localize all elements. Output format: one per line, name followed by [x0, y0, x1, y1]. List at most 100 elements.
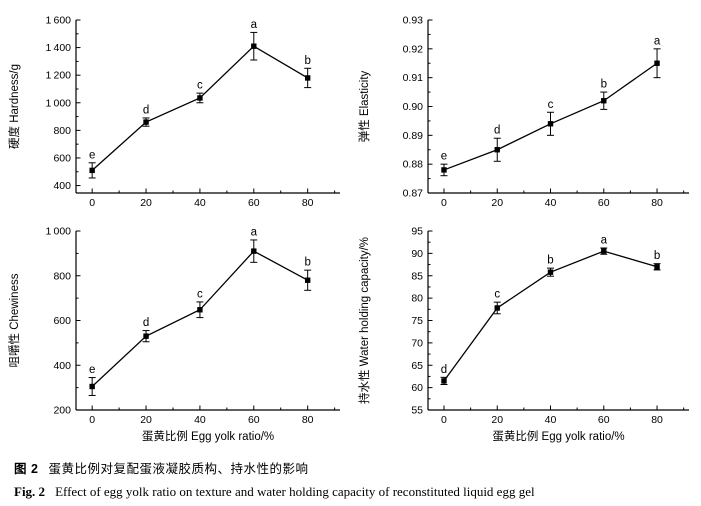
y-tick-labels: 200 400 600 800 1 000: [46, 226, 72, 417]
x-tick-label: 80: [651, 414, 663, 426]
y-tick-label: 0.90: [403, 101, 424, 113]
y-tick-label: 55: [411, 405, 423, 417]
data-point: [143, 333, 149, 339]
significance-letter: a: [251, 19, 258, 31]
error-bars: [88, 239, 312, 396]
y-tick-label: 1 600: [46, 15, 72, 27]
y-tick-label: 800: [53, 125, 71, 137]
axes: [427, 20, 689, 194]
x-tick-label: 0: [441, 197, 447, 209]
x-tick-label: 40: [545, 197, 557, 209]
data-point: [654, 60, 660, 66]
y-tick-label: 0.89: [403, 130, 424, 142]
charts-grid: 400 600 800 1 000 1 200 1 400 1 600 0 20 40 60 80 硬度…: [0, 0, 701, 458]
chart-svg-elasticity: 0.87 0.88 0.89 0.90 0.91 0.92 0.93 0 20 40 60 80 弹性 …: [357, 15, 689, 209]
x-tick-label: 20: [140, 414, 152, 426]
y-tick-label: 0.92: [403, 43, 424, 55]
data-point: [251, 248, 257, 254]
y-tick-label: 85: [411, 270, 423, 282]
x-tick-label: 60: [598, 197, 610, 209]
data-point: [441, 167, 447, 173]
x-tick-label: 0: [89, 414, 95, 426]
y-tick-label: 90: [411, 248, 423, 260]
x-tick-label: 60: [248, 197, 260, 209]
data-point: [494, 305, 500, 311]
error-bars: [440, 48, 661, 177]
series-line: [91, 45, 309, 171]
significance-letter: c: [494, 289, 500, 301]
x-tick-labels: 0 20 40 60 80: [89, 414, 313, 426]
caption-line-en: Fig. 2 Effect of egg yolk ratio on textur…: [14, 480, 694, 504]
significance-letter: d: [143, 104, 149, 116]
chart-svg-hardness: 400 600 800 1 000 1 200 1 400 1 600 0 20 40 60 80 硬度…: [7, 15, 340, 209]
data-point: [601, 98, 607, 104]
x-tick-labels: 0 20 40 60 80: [89, 197, 313, 209]
y-ticks: [428, 19, 433, 194]
x-tick-label: 80: [302, 414, 314, 426]
significance-letter: b: [654, 250, 660, 262]
significance-letter: a: [601, 235, 608, 247]
data-point: [89, 167, 95, 174]
data-point: [494, 147, 500, 153]
data-point: [601, 248, 607, 254]
x-axis-title: 蛋黄比例 Egg yolk ratio/%: [142, 429, 274, 443]
data-point: [441, 378, 447, 384]
chart-water-holding-capacity: 55 60 65 70 75 80 85 90 95 0 20 40 60 80 持水性 Water hol…: [350, 217, 701, 458]
data-point: [547, 269, 554, 275]
caption-en-label: Fig. 2: [14, 484, 46, 499]
x-ticks: [443, 188, 685, 193]
chart-chewiness: 200 400 600 800 1 000 0 20 40 60 80 咀嚼性 Chewiness 蛋…: [0, 217, 350, 458]
y-tick-label: 75: [411, 315, 423, 327]
x-tick-label: 80: [302, 197, 314, 209]
series-line: [91, 250, 308, 387]
data-point: [89, 383, 95, 390]
y-tick-label: 400: [53, 180, 71, 192]
significance-letter: c: [197, 288, 203, 300]
x-tick-labels: 0 20 40 60 80: [441, 414, 663, 426]
caption-en-text: Effect of egg yolk ratio on texture and …: [55, 484, 535, 499]
x-tick-label: 40: [194, 197, 206, 209]
x-tick-label: 60: [248, 414, 260, 426]
y-ticks: [76, 230, 81, 411]
y-axis-title: 咀嚼性 Chewiness: [7, 273, 21, 367]
data-markers: [441, 60, 660, 173]
data-point: [197, 95, 203, 101]
data-point: [304, 75, 311, 81]
chart-svg-chewiness: 200 400 600 800 1 000 0 20 40 60 80 咀嚼性 Chewiness 蛋…: [7, 226, 340, 443]
significance-letters: d c b a b: [441, 235, 660, 376]
y-axis-title: 持水性 Water holding capacity/%: [357, 237, 371, 404]
y-tick-label: 1 000: [46, 226, 72, 238]
data-markers: [441, 248, 660, 384]
x-ticks: [443, 405, 685, 410]
data-point: [197, 307, 203, 313]
significance-letter: b: [304, 55, 310, 67]
x-tick-label: 80: [651, 197, 663, 209]
axes: [427, 231, 689, 411]
error-bars: [440, 247, 661, 385]
y-axis-title: 硬度 Hardness/g: [7, 64, 21, 149]
y-tick-label: 65: [411, 360, 423, 372]
data-point: [143, 119, 149, 125]
y-ticks: [76, 19, 81, 187]
y-tick-label: 1 400: [46, 42, 72, 54]
significance-letters: e d c b a: [441, 35, 661, 162]
significance-letter: a: [654, 35, 661, 47]
y-tick-label: 0.87: [403, 188, 424, 200]
significance-letters: e d c a b: [89, 19, 311, 161]
chart-hardness: 400 600 800 1 000 1 200 1 400 1 600 0 20 40 60 80 硬度…: [0, 0, 350, 217]
y-tick-label: 800: [53, 270, 71, 282]
x-axis-title: 蛋黄比例 Egg yolk ratio/%: [492, 429, 624, 443]
y-tick-label: 200: [53, 405, 71, 417]
significance-letter: b: [304, 257, 310, 269]
data-markers: [89, 43, 311, 174]
y-tick-label: 1 000: [46, 97, 72, 109]
significance-letter: e: [441, 151, 447, 163]
caption-line-zh: 图 2 蛋黄比例对复配蛋液凝胶质构、持水性的影响: [14, 458, 694, 480]
x-ticks: [91, 188, 336, 193]
y-tick-labels: 0.87 0.88 0.89 0.90 0.91 0.92 0.93: [403, 15, 424, 200]
x-tick-label: 20: [140, 197, 152, 209]
significance-letter: d: [143, 317, 149, 329]
y-tick-label: 600: [53, 152, 71, 164]
significance-letter: b: [601, 79, 607, 91]
